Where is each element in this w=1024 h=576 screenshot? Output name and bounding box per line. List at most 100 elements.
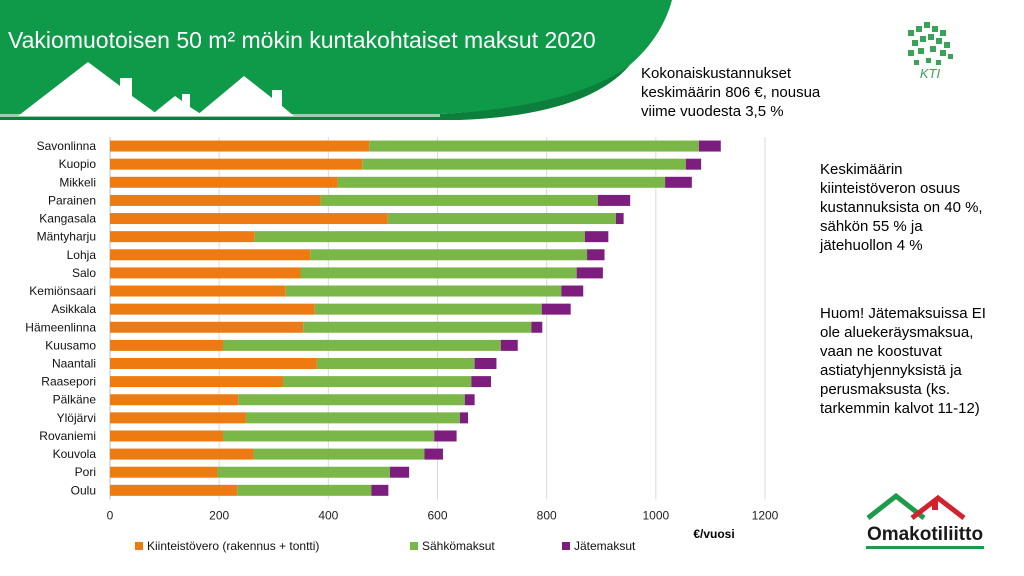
bar-segment	[237, 484, 372, 496]
bar-segment	[362, 158, 686, 170]
category-label: Kangasala	[39, 212, 96, 226]
kti-logo-text: KTI	[920, 66, 941, 81]
x-tick-label: 200	[209, 508, 229, 522]
bar-segment	[685, 158, 702, 170]
category-label: Salo	[72, 266, 96, 280]
bar-segment	[110, 303, 315, 315]
note-line: kustannuksista on 40 %,	[820, 199, 983, 216]
bar-segment	[597, 194, 631, 206]
category-label: Kouvola	[53, 447, 97, 461]
bar-segment	[320, 194, 598, 206]
bar-segment	[387, 213, 616, 225]
bar-segment	[314, 303, 542, 315]
note-waste-fees: Huom! Jätemaksuissa EI ole aluekeräysmak…	[820, 304, 1020, 418]
category-label: Parainen	[48, 193, 96, 207]
bar-segment	[310, 249, 588, 261]
x-tick-label: 800	[537, 508, 557, 522]
note-line: jätehuollon 4 %	[820, 237, 923, 254]
gridlines	[109, 137, 766, 500]
bar-segment	[222, 339, 501, 351]
note-line: vaan ne koostuvat	[820, 343, 942, 360]
bar-segment	[110, 466, 218, 478]
bar-segment	[110, 448, 254, 460]
bar-segment	[337, 176, 666, 188]
bar-segment	[245, 412, 460, 424]
bar-segment	[254, 231, 585, 243]
bar-segment	[110, 412, 246, 424]
x-tick-label: 400	[318, 508, 338, 522]
bar-segment	[110, 358, 317, 369]
legend-swatch	[410, 542, 418, 550]
bar-segment	[110, 176, 338, 188]
bar-segment	[110, 231, 255, 243]
bar-segment	[283, 376, 472, 388]
kti-logo: KTI	[908, 22, 953, 81]
note-line: Kokonaiskustannukset	[641, 65, 792, 82]
category-label: Hämeenlinna	[25, 320, 96, 334]
bar-segment	[110, 158, 363, 170]
note-cost-shares: Keskimäärin kiinteistöveron osuus kustan…	[820, 160, 1020, 255]
bar-segment	[110, 249, 311, 261]
legend: Kiinteistövero (rakennus + tontti) Sähköm…	[135, 539, 636, 553]
bar-segment	[110, 394, 239, 406]
bar-segment	[110, 376, 284, 388]
category-label: Mäntyharju	[37, 230, 96, 244]
x-tick-label: 600	[427, 508, 447, 522]
bar-segment	[110, 430, 223, 442]
bar-segment	[222, 430, 435, 442]
category-label: Ylöjärvi	[57, 411, 96, 425]
slide-title: Vakiomuotoisen 50 m² mökin kuntakohtaise…	[8, 27, 596, 53]
note-line: keskimäärin 806 €, nousua	[641, 84, 821, 101]
x-tick-label: 0	[107, 508, 114, 522]
bar-segment	[369, 140, 699, 152]
bar-segment	[110, 213, 388, 225]
bar-segment	[561, 285, 584, 297]
x-tick-label: 1200	[752, 508, 779, 522]
category-labels: Savonlinna Kuopio Mikkeli Parainen Kangasala…	[25, 139, 96, 497]
bar-segment	[110, 194, 321, 206]
legend-swatch	[135, 542, 143, 550]
bar-segment	[587, 249, 605, 261]
x-axis-label: €/vuosi	[693, 527, 734, 541]
bar-segment	[474, 358, 497, 369]
bar-segment	[576, 267, 603, 279]
category-label: Kuusamo	[45, 338, 96, 352]
bar-segment	[471, 376, 491, 388]
bars	[110, 140, 721, 496]
legend-label: Kiinteistövero (rakennus + tontti)	[147, 539, 319, 553]
category-label: Naantali	[52, 357, 96, 371]
category-label: Asikkala	[51, 302, 96, 316]
stacked-bar-chart: Savonlinna Kuopio Mikkeli Parainen Kangasala…	[25, 137, 779, 553]
bar-segment	[300, 267, 577, 279]
bar-segment	[434, 430, 457, 442]
note-total-cost: Kokonaiskustannukset keskimäärin 806 €, …	[641, 64, 871, 121]
bar-segment	[459, 412, 469, 424]
bar-segment	[464, 394, 475, 406]
bar-segment	[665, 176, 692, 188]
category-label: Raasepori	[41, 375, 96, 389]
bar-segment	[584, 231, 609, 243]
note-line: Huom! Jätemaksuissa EI	[820, 305, 986, 322]
x-tick-label: 1000	[642, 508, 669, 522]
note-line: astiatyhjennyksistä ja	[820, 362, 962, 379]
note-line: sähkön 55 % ja	[820, 218, 923, 235]
category-label: Rovaniemi	[39, 429, 96, 443]
note-line: kiinteistöveron osuus	[820, 180, 961, 197]
bar-segment	[424, 448, 443, 460]
category-label: Kemiönsaari	[29, 284, 96, 298]
bar-segment	[110, 339, 223, 351]
bar-segment	[110, 267, 301, 279]
bar-segment	[698, 140, 721, 152]
bar-segment	[217, 466, 391, 478]
bar-segment	[531, 321, 543, 333]
bar-segment	[371, 484, 389, 496]
bar-segment	[238, 394, 465, 406]
category-label: Oulu	[71, 483, 96, 497]
bar-segment	[110, 140, 370, 152]
bar-segment	[285, 285, 562, 297]
bar-segment	[110, 484, 238, 496]
category-label: Mikkeli	[59, 175, 96, 189]
legend-label: Sähkömaksut	[422, 539, 495, 553]
legend-swatch	[562, 542, 570, 550]
x-tick-labels: 0 200 400 600 800 1000 1200	[107, 508, 779, 522]
